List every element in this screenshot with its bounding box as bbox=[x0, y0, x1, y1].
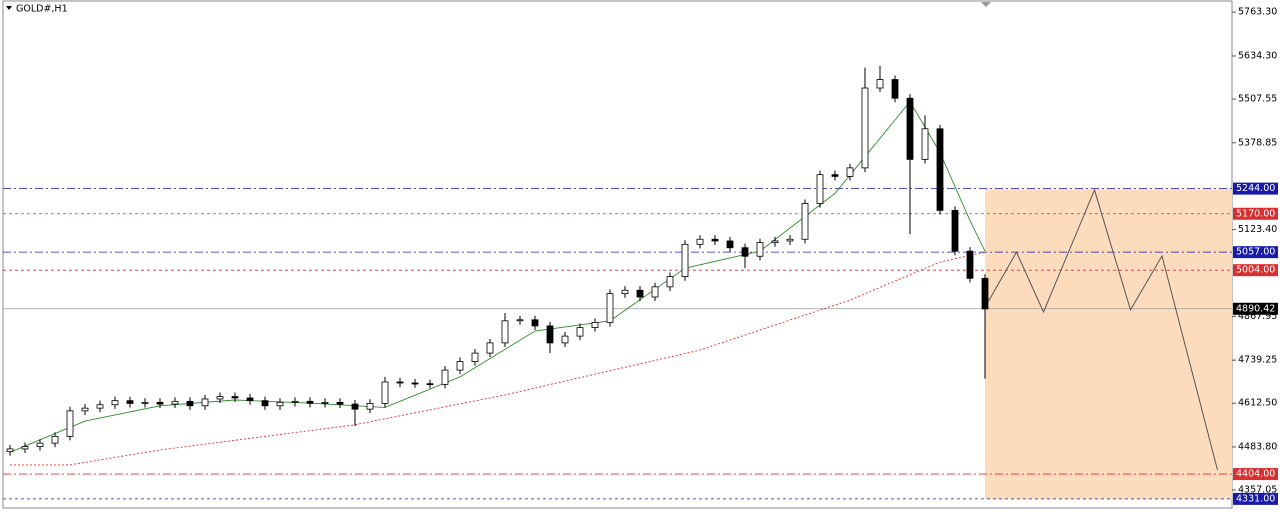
level-label-box bbox=[1233, 182, 1278, 195]
candle-body bbox=[876, 79, 884, 89]
level-label-box bbox=[1233, 246, 1278, 259]
candle-body bbox=[606, 293, 614, 323]
candle-body bbox=[111, 400, 119, 406]
y-tick-label: 5507.55 bbox=[1238, 94, 1277, 105]
candle-body bbox=[966, 250, 974, 279]
candle-body bbox=[456, 361, 464, 371]
candle-body bbox=[711, 238, 719, 242]
y-tick-label: 5123.40 bbox=[1238, 224, 1277, 235]
y-tick-label: 4357.05 bbox=[1238, 485, 1277, 496]
y-tick-label: 5378.85 bbox=[1238, 137, 1277, 148]
candle-body bbox=[216, 396, 224, 400]
candle-body bbox=[276, 401, 284, 407]
candle-body bbox=[6, 448, 14, 453]
y-tick-label: 4739.25 bbox=[1238, 355, 1277, 366]
candle-body bbox=[36, 442, 44, 447]
chart-title: GOLD#,H1 bbox=[16, 4, 68, 15]
y-tick-label: 4612.50 bbox=[1238, 398, 1277, 409]
candle-body bbox=[651, 286, 659, 298]
candle-body bbox=[66, 410, 74, 437]
candle-body bbox=[426, 383, 434, 386]
candle-body bbox=[366, 402, 374, 410]
candle-body bbox=[516, 319, 524, 322]
level-label-box bbox=[1233, 492, 1278, 505]
candle-body bbox=[441, 369, 449, 385]
candle-body bbox=[921, 128, 929, 160]
level-label: 5170.00 bbox=[1236, 208, 1275, 219]
candle-body bbox=[756, 242, 764, 257]
candle-body bbox=[96, 404, 104, 409]
candle-body bbox=[696, 238, 704, 245]
candle-body bbox=[246, 397, 254, 402]
candle-body bbox=[156, 401, 164, 405]
candle-body bbox=[936, 128, 944, 211]
y-tick-label: 4483.80 bbox=[1238, 441, 1277, 452]
candle-body bbox=[981, 277, 989, 310]
candle-body bbox=[486, 342, 494, 354]
level-label-box bbox=[1233, 264, 1278, 277]
candle-body bbox=[816, 174, 824, 204]
y-tick-label: 5634.30 bbox=[1238, 50, 1277, 61]
candle-body bbox=[261, 400, 269, 407]
candle-body bbox=[726, 240, 734, 249]
candle-body bbox=[351, 403, 359, 410]
candle-body bbox=[141, 401, 149, 404]
candle-body bbox=[306, 400, 314, 404]
level-label: 5057.00 bbox=[1236, 247, 1275, 258]
candle-body bbox=[591, 322, 599, 329]
candle-body bbox=[321, 401, 329, 404]
current-price-label: 4890.42 bbox=[1236, 303, 1275, 314]
candle-body bbox=[771, 240, 779, 244]
candle-body bbox=[681, 243, 689, 278]
candle-body bbox=[531, 319, 539, 327]
candle-body bbox=[951, 209, 959, 252]
candle-body bbox=[906, 97, 914, 160]
level-label-box bbox=[1233, 207, 1278, 220]
level-label: 5244.00 bbox=[1236, 183, 1275, 194]
candle-body bbox=[741, 247, 749, 257]
candle-body bbox=[621, 289, 629, 295]
menu-arrow[interactable] bbox=[6, 6, 12, 10]
candle-body bbox=[786, 238, 794, 242]
candle-body bbox=[801, 203, 809, 240]
candle-body bbox=[381, 381, 389, 404]
candle-body bbox=[336, 401, 344, 405]
candle-body bbox=[21, 446, 29, 450]
level-label: 5004.00 bbox=[1236, 265, 1275, 276]
candle-body bbox=[891, 79, 899, 99]
candle-body bbox=[126, 400, 134, 404]
y-tick-label: 4867.95 bbox=[1238, 311, 1277, 322]
candle-body bbox=[576, 327, 584, 337]
candle-body bbox=[411, 382, 419, 385]
candle-body bbox=[501, 320, 509, 344]
candle-body bbox=[831, 174, 839, 177]
candle-body bbox=[171, 400, 179, 405]
shift-marker bbox=[981, 2, 991, 7]
candle-body bbox=[81, 407, 89, 412]
candle-body bbox=[561, 335, 569, 344]
candle-body bbox=[471, 352, 479, 362]
projection-line bbox=[987, 188, 1218, 471]
candle-body bbox=[396, 381, 404, 384]
candle-body bbox=[846, 167, 854, 177]
candle-body bbox=[546, 325, 554, 344]
candle-body bbox=[666, 276, 674, 288]
candle-body bbox=[861, 87, 869, 169]
level-label-box bbox=[1233, 468, 1278, 481]
candle-body bbox=[636, 289, 644, 298]
candle-body bbox=[291, 400, 299, 403]
moving-average bbox=[10, 251, 986, 466]
candle-body bbox=[51, 435, 59, 444]
y-tick-label: 5763.30 bbox=[1238, 7, 1277, 18]
candle-body bbox=[201, 398, 209, 407]
current-price-box bbox=[1233, 302, 1278, 315]
candle-body bbox=[231, 396, 239, 399]
target-zone bbox=[985, 188, 1232, 499]
level-label: 4404.00 bbox=[1236, 469, 1275, 480]
candle-body bbox=[186, 400, 194, 407]
level-label: 4331.00 bbox=[1236, 493, 1275, 504]
